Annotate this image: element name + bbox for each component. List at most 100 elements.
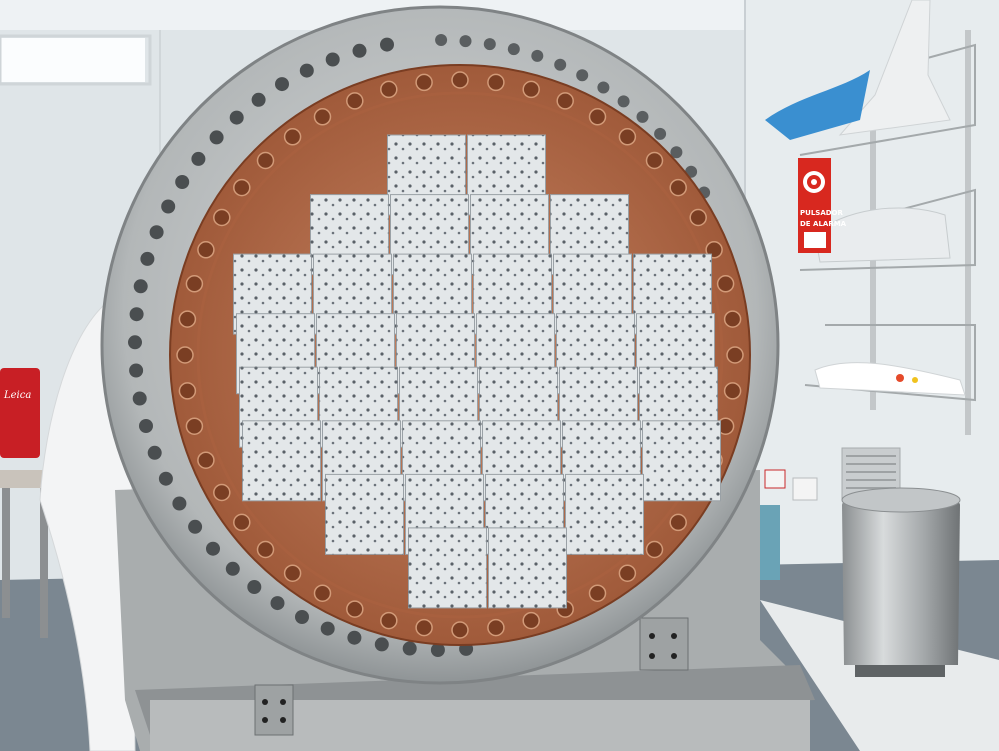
steel-waste-bin: [842, 493, 960, 665]
copper-hole: [283, 128, 302, 146]
blue-cloth: [765, 70, 870, 140]
bolt-hole: [158, 471, 173, 486]
bolt-hole: [128, 335, 142, 350]
copper-hole: [645, 540, 664, 559]
bolt-hole: [132, 391, 147, 406]
bolt-hole: [172, 496, 187, 511]
wire-shelf: [799, 43, 976, 402]
copper-hole: [256, 540, 275, 559]
bolt-hole: [295, 610, 309, 624]
ccd-tile-dots: [408, 527, 487, 608]
bolt-hole: [554, 58, 567, 71]
red-instrument-case: [0, 368, 40, 458]
copper-hole: [213, 208, 231, 227]
copper-hole: [178, 310, 197, 328]
copper-hole: [185, 417, 204, 435]
bolt-hole: [576, 69, 589, 82]
copper-hole: [487, 73, 505, 92]
bolt-hole: [430, 643, 445, 657]
ccd-tile-dots: [488, 527, 567, 608]
bolt-hole: [617, 95, 630, 108]
case-label: Leica: [3, 390, 31, 401]
bolt-hole: [147, 445, 162, 460]
copper-hole: [415, 618, 433, 637]
copper-plate-holes: [176, 71, 744, 639]
copper-hole: [723, 310, 742, 328]
ceiling-light: [0, 38, 145, 82]
copper-hole: [283, 564, 302, 582]
copper-hole: [451, 621, 469, 639]
bolt-hole: [129, 363, 144, 378]
copper-hole: [669, 513, 687, 532]
bolt-hole: [209, 130, 224, 145]
cables-on-shelf: [814, 362, 966, 396]
bolt-hole: [225, 561, 240, 576]
bolt-hole: [140, 251, 155, 266]
ccd-tile-dots: [565, 474, 644, 555]
copper-hole: [197, 241, 215, 259]
copper-hole: [185, 275, 204, 293]
bolt-hole: [374, 637, 389, 652]
copper-hole: [233, 178, 251, 197]
copper-hole: [313, 584, 332, 602]
copper-hole: [723, 382, 742, 400]
bolt-hole: [352, 43, 367, 58]
ccd-mosaic: [233, 134, 721, 609]
bolt-hole: [149, 225, 164, 240]
copper-hole: [176, 346, 194, 364]
mounting-block-right: [639, 617, 689, 671]
bolt-hole: [483, 38, 496, 51]
bolt-hole: [531, 49, 544, 62]
wall-shelf-unit: [965, 30, 971, 435]
copper-hole: [556, 92, 574, 110]
bolt-hole: [670, 146, 683, 159]
bolt-hole: [133, 279, 148, 294]
alarm-sign-line2: DE ALARMA: [800, 220, 847, 228]
bolt-hole: [636, 110, 649, 123]
copper-hole: [346, 600, 364, 618]
copper-hole: [726, 346, 744, 364]
copper-hole: [451, 71, 469, 89]
copper-hole: [588, 108, 607, 126]
bolt-hole: [247, 580, 262, 594]
copper-hole: [618, 564, 637, 582]
bolt-hole: [129, 307, 144, 322]
copper-hole: [197, 451, 215, 469]
bolt-hole: [191, 151, 206, 166]
bolt-hole: [299, 63, 314, 78]
copper-hole: [522, 611, 540, 630]
copper-hole: [716, 275, 735, 293]
bolt-hole: [507, 43, 520, 56]
copper-hole: [522, 80, 540, 99]
bolt-hole: [597, 81, 610, 94]
copper-hole: [313, 108, 332, 126]
bolt-hole: [206, 541, 220, 556]
copper-hole: [669, 178, 687, 197]
bolt-hole: [380, 37, 394, 52]
bolt-hole: [161, 199, 176, 214]
bolt-hole: [435, 34, 448, 46]
copper-hole: [346, 92, 364, 110]
bolt-hole: [654, 127, 667, 140]
bolt-hole: [139, 419, 153, 433]
copper-hole: [618, 128, 637, 146]
copper-hole: [178, 382, 197, 400]
bolt-hole: [325, 52, 340, 67]
mounting-block-left: [254, 684, 294, 736]
bolt-hole: [320, 621, 335, 636]
copper-hole: [689, 208, 707, 227]
power-outlet: [764, 469, 786, 489]
ccd-tile-dots: [242, 420, 321, 501]
copper-hole: [380, 611, 398, 630]
copper-hole: [233, 513, 251, 532]
ccd-tile-dots: [325, 474, 404, 555]
bolt-hole: [347, 630, 362, 645]
bolt-hole: [175, 175, 190, 189]
bolt-hole: [275, 77, 289, 92]
flange-bolt-holes: [128, 34, 711, 657]
copper-hole: [415, 73, 433, 92]
copper-hole: [487, 618, 505, 637]
ccd-tile-dots: [642, 420, 721, 501]
bolt-hole: [188, 519, 203, 534]
